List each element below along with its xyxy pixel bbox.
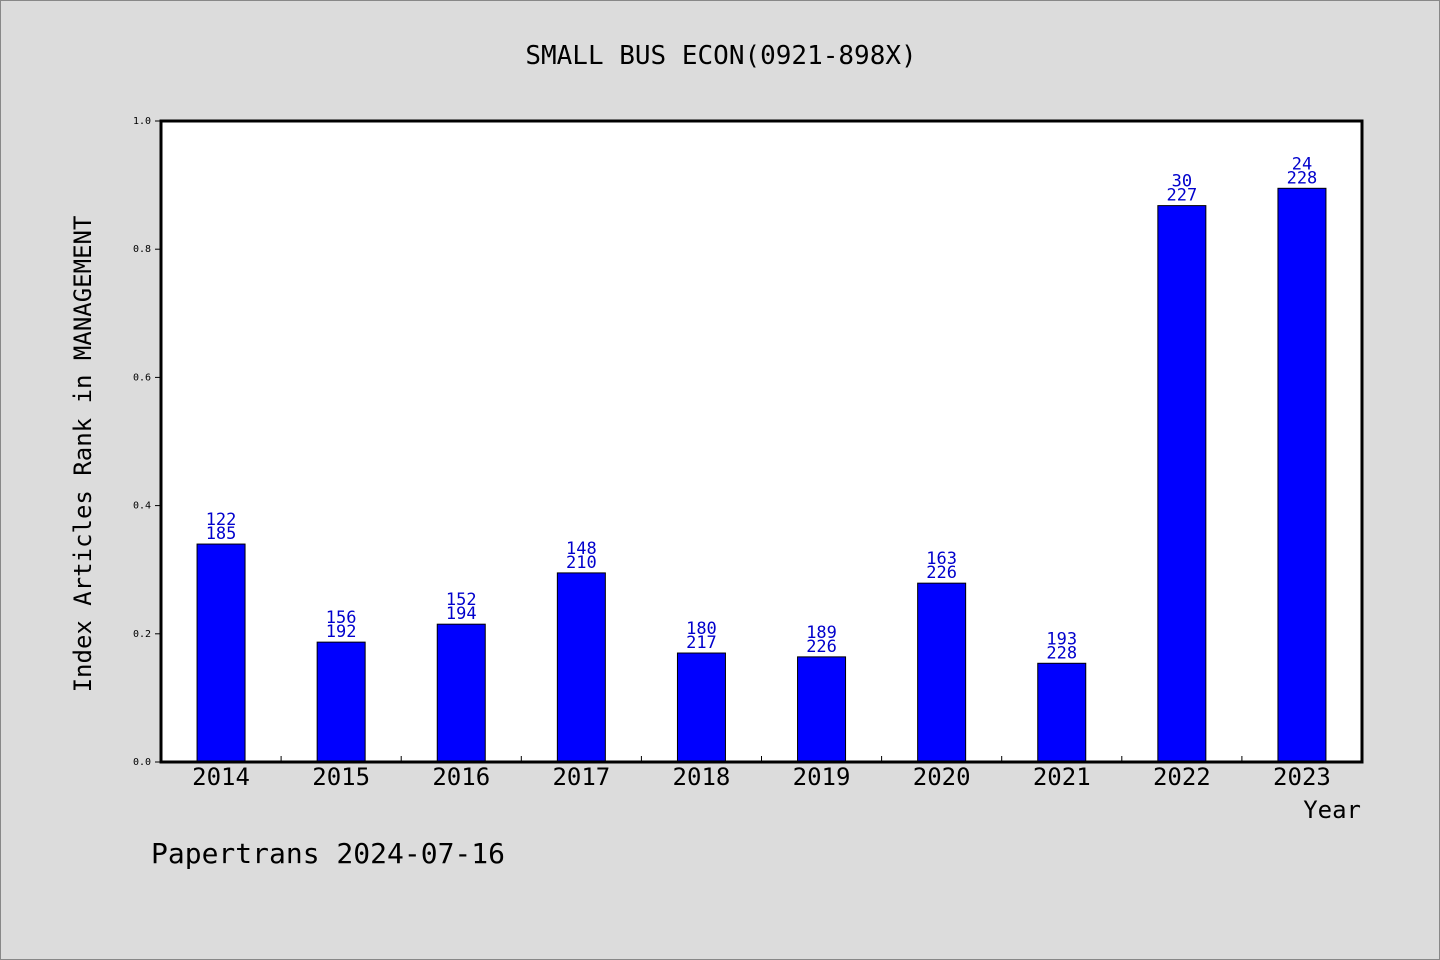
bar-2014: [196, 543, 246, 763]
y-tick-label: 0.8: [133, 244, 151, 255]
bar-2018: [676, 652, 726, 763]
x-tick-label-2022: 2022: [1153, 763, 1211, 791]
data-label-total-2014: 185: [206, 524, 237, 544]
x-tick-label-2021: 2021: [1033, 763, 1091, 791]
y-tick-label: 0.0: [133, 757, 151, 768]
x-tick-label-2018: 2018: [673, 763, 731, 791]
x-tick-label-2020: 2020: [913, 763, 971, 791]
footer-credit: Papertrans 2024-07-16: [151, 837, 505, 870]
y-axis-label: Index Articles Rank in MANAGEMENT: [69, 216, 97, 693]
data-label-total-2020: 226: [926, 563, 957, 583]
bar-2016: [436, 623, 486, 763]
data-labels-layer: 1221851561921521941482101802171892261632…: [206, 154, 1318, 663]
x-axis-label: Year: [1303, 796, 1361, 824]
bars-layer: [196, 187, 1327, 763]
data-label-rank-2016: 152: [446, 590, 477, 610]
bar-2017: [556, 572, 606, 763]
data-label-rank-2023: 24: [1292, 154, 1312, 174]
data-label-total-2015: 192: [326, 622, 357, 642]
data-label-rank-2014: 122: [206, 510, 237, 530]
y-tick-label: 1.0: [133, 116, 151, 127]
x-tick-label-2014: 2014: [192, 763, 250, 791]
data-label-rank-2021: 193: [1046, 629, 1077, 649]
data-label-rank-2017: 148: [566, 539, 597, 559]
data-label-total-2018: 217: [686, 633, 717, 653]
x-tick-label-2023: 2023: [1273, 763, 1331, 791]
x-tick-label-2019: 2019: [793, 763, 851, 791]
data-label-total-2016: 194: [446, 604, 477, 624]
data-label-rank-2019: 189: [806, 623, 837, 643]
y-tick-label: 0.6: [133, 372, 151, 383]
y-axis: 0.0 0.2 0.4 0.6 0.8 1.0: [133, 116, 161, 768]
plot-frame: [159, 119, 1364, 764]
bar-2019: [797, 656, 847, 763]
bar-2022: [1157, 205, 1207, 763]
x-axis: 2014 2015 2016 2017 2018 2019 2020 2021 2022 2023: [192, 756, 1331, 791]
data-label-rank-2018: 180: [686, 619, 717, 639]
data-label-rank-2022: 30: [1172, 172, 1192, 192]
x-tick-label-2015: 2015: [312, 763, 370, 791]
data-label-total-2019: 226: [806, 637, 837, 657]
data-label-rank-2020: 163: [926, 549, 957, 569]
chart-title: SMALL BUS ECON(0921-898X): [525, 41, 916, 71]
bar-2021: [1037, 662, 1087, 763]
x-tick-label-2017: 2017: [552, 763, 610, 791]
bar-2023: [1277, 187, 1327, 763]
y-tick-label: 0.4: [133, 501, 151, 512]
bar-2015: [316, 641, 366, 763]
data-label-total-2022: 227: [1166, 186, 1197, 206]
data-label-total-2017: 210: [566, 553, 597, 573]
data-label-total-2023: 228: [1287, 168, 1318, 188]
x-tick-label-2016: 2016: [432, 763, 490, 791]
y-tick-label: 0.2: [133, 629, 151, 640]
data-label-total-2021: 228: [1046, 643, 1077, 663]
data-label-rank-2015: 156: [326, 608, 357, 628]
bar-2020: [917, 582, 967, 763]
